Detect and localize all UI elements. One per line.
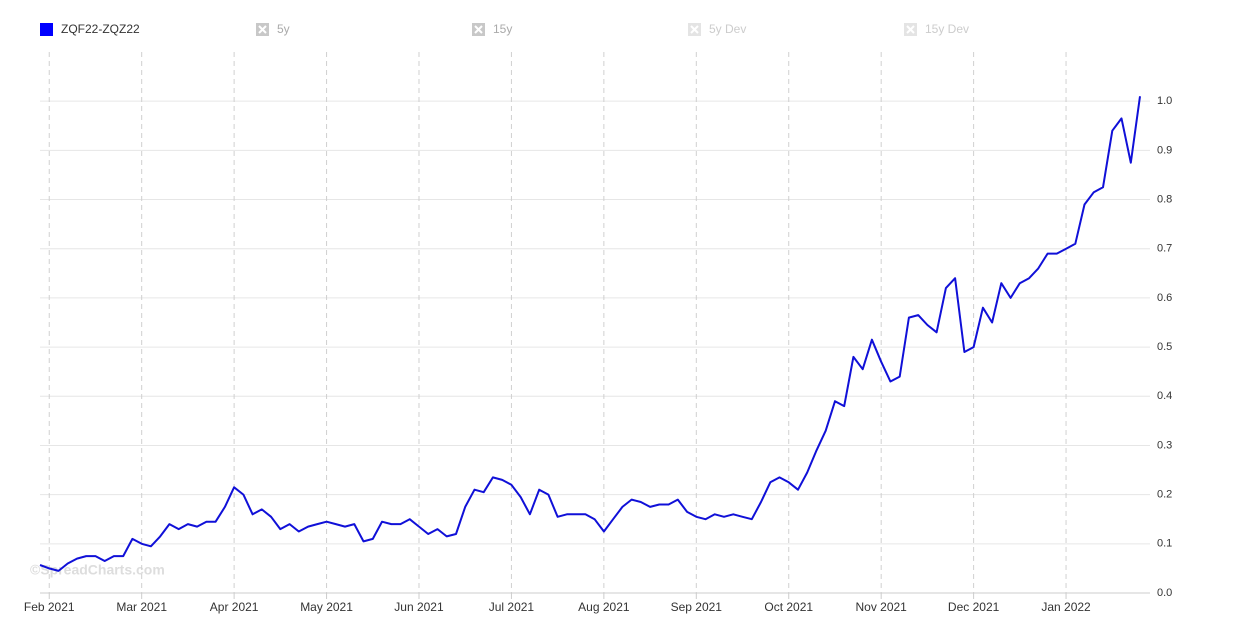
legend-cross[interactable]	[258, 25, 267, 34]
y-tick-label: 0.3	[1157, 439, 1172, 451]
x-tick-label: Dec 2021	[948, 600, 1000, 614]
legend-cross[interactable]	[906, 25, 915, 34]
y-tick-label: 0.7	[1157, 243, 1172, 255]
series-line	[39, 96, 1141, 572]
y-tick-label: 0.2	[1157, 489, 1172, 501]
x-tick-label: Nov 2021	[855, 600, 907, 614]
y-tick-label: 0.9	[1157, 144, 1172, 156]
legend-swatch[interactable]	[40, 23, 53, 36]
x-tick-label: May 2021	[300, 600, 353, 614]
x-tick-label: Jun 2021	[394, 600, 444, 614]
y-tick-label: 0.6	[1157, 292, 1172, 304]
legend-label[interactable]: ZQF22-ZQZ22	[61, 22, 140, 36]
x-tick-label: Sep 2021	[671, 600, 723, 614]
y-tick-label: 0.8	[1157, 193, 1172, 205]
x-tick-label: Oct 2021	[764, 600, 813, 614]
x-tick-label: Apr 2021	[210, 600, 259, 614]
y-tick-label: 1.0	[1157, 95, 1172, 107]
legend-cross[interactable]	[690, 25, 699, 34]
legend-cross[interactable]	[474, 25, 483, 34]
y-tick-label: 0.0	[1157, 587, 1172, 599]
legend-label[interactable]: 5y	[277, 22, 290, 36]
legend-label[interactable]: 15y	[493, 22, 512, 36]
y-tick-label: 0.4	[1157, 390, 1172, 402]
x-tick-label: Feb 2021	[24, 600, 75, 614]
x-tick-label: Mar 2021	[116, 600, 167, 614]
x-tick-label: Jul 2021	[489, 600, 535, 614]
legend-label[interactable]: 5y Dev	[709, 22, 746, 36]
x-tick-label: Jan 2022	[1041, 600, 1091, 614]
x-tick-label: Aug 2021	[578, 600, 630, 614]
legend-label[interactable]: 15y Dev	[925, 22, 969, 36]
y-tick-label: 0.5	[1157, 341, 1172, 353]
y-tick-label: 0.1	[1157, 538, 1172, 550]
